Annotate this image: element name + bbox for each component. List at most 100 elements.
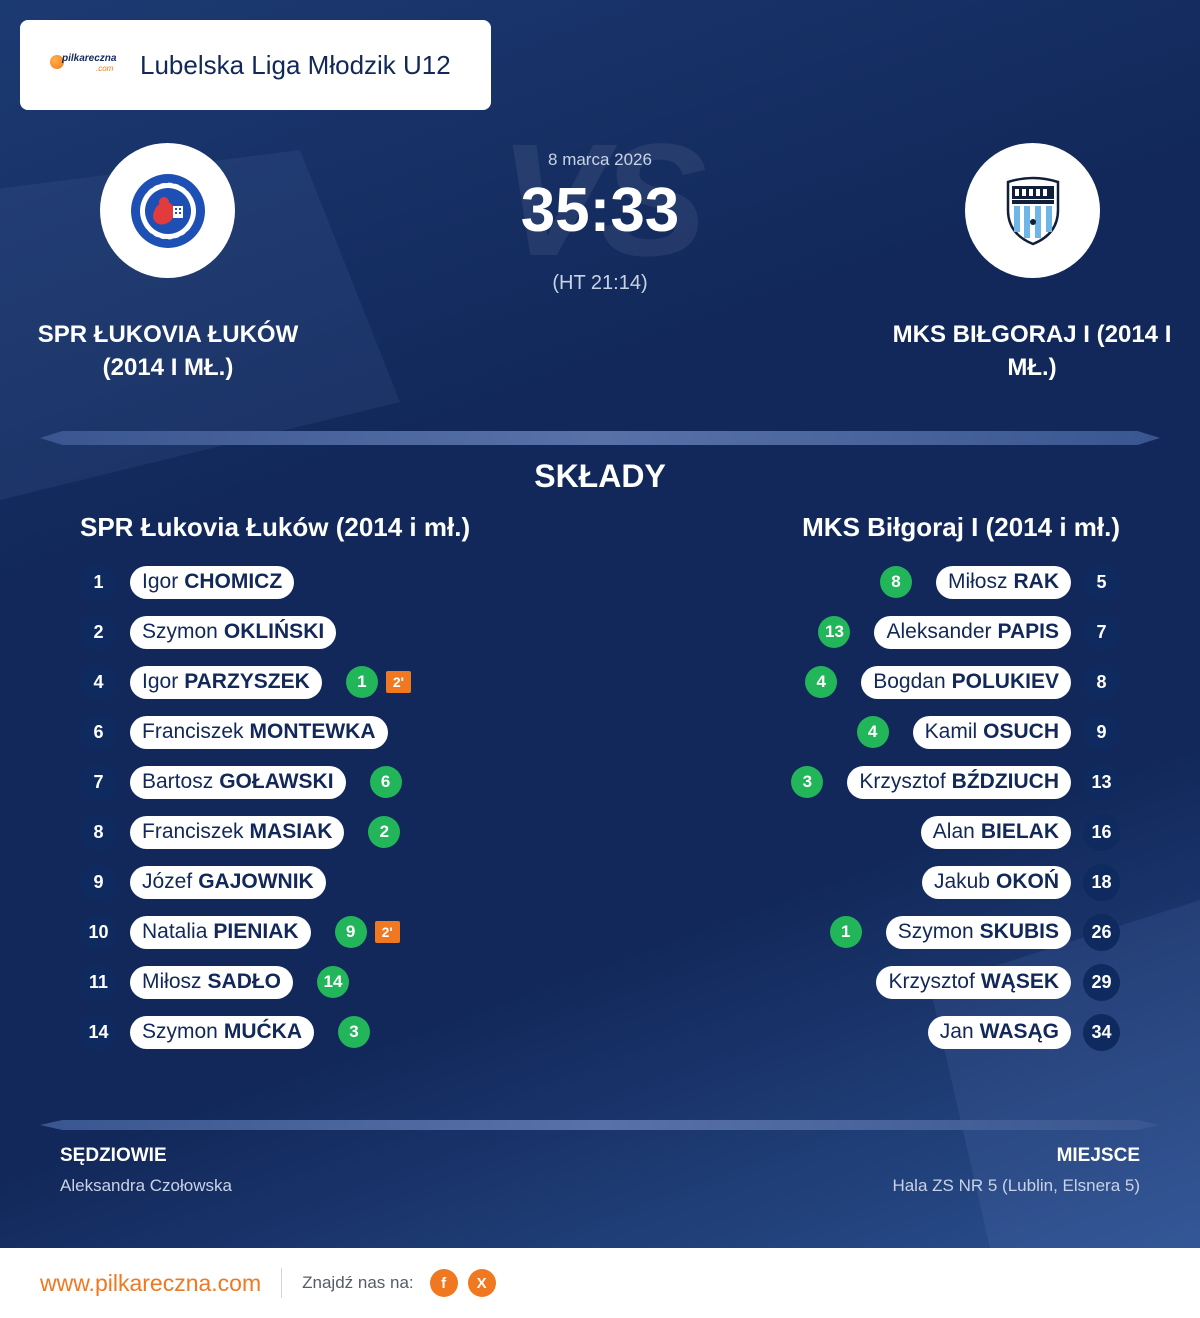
- goals-badge: 8: [879, 566, 912, 598]
- player-last-name: WĄSEK: [980, 970, 1059, 993]
- player-name[interactable]: Józef GAJOWNIK: [130, 865, 326, 899]
- player-first-name: Szymon: [142, 1020, 218, 1043]
- player-first-name: Bartosz: [142, 770, 214, 793]
- player-name[interactable]: Igor CHOMICZ: [130, 565, 295, 599]
- player-number: 9: [1083, 713, 1120, 751]
- goals-badge: 4: [856, 716, 889, 748]
- player-name[interactable]: Franciszek MONTEWKA: [130, 715, 388, 749]
- player-name[interactable]: Alan BIELAK: [920, 815, 1071, 849]
- player-number: 7: [80, 763, 117, 801]
- player-name[interactable]: Igor PARZYSZEK: [130, 665, 322, 699]
- player-name[interactable]: Jan WASĄG: [927, 1015, 1071, 1049]
- player-last-name: OKLIŃSKI: [223, 620, 325, 643]
- league-name: Lubelska Liga Młodzik U12: [140, 49, 451, 80]
- player-row: Jakub OKOŃ 18: [791, 857, 1120, 907]
- player-last-name: PIENIAK: [213, 920, 299, 943]
- player-last-name: POLUKIEV: [951, 670, 1059, 693]
- player-name[interactable]: Jakub OKOŃ: [921, 865, 1071, 899]
- player-name[interactable]: Franciszek MASIAK: [130, 815, 345, 849]
- player-number: 7: [1083, 613, 1120, 651]
- player-name[interactable]: Krzysztof BŹDZIUCH: [847, 765, 1071, 799]
- halftime-score: (HT 21:14): [552, 272, 648, 294]
- away-team-name: MKS BIŁGORAJ I (2014 I MŁ.): [892, 321, 1172, 381]
- player-last-name: CHOMICZ: [184, 570, 283, 593]
- player-row: 13 Aleksander PAPIS 7: [791, 607, 1120, 657]
- player-row: 1 Igor CHOMICZ: [80, 557, 411, 607]
- player-name[interactable]: Bartosz GOŁAWSKI: [130, 765, 346, 799]
- player-last-name: BIELAK: [980, 820, 1059, 843]
- player-name[interactable]: Natalia PIENIAK: [130, 915, 311, 949]
- player-last-name: MUĆKA: [223, 1020, 303, 1043]
- goals-badge: 4: [805, 666, 838, 698]
- player-name[interactable]: Szymon SKUBIS: [885, 915, 1071, 949]
- player-name[interactable]: Bogdan POLUKIEV: [861, 665, 1071, 699]
- match-card: VS pilkareczna .com Lubelska Liga Młodzi…: [0, 0, 1200, 1248]
- player-first-name: Franciszek: [142, 820, 244, 843]
- player-name[interactable]: Miłosz RAK: [935, 565, 1071, 599]
- x-twitter-icon[interactable]: X: [467, 1269, 496, 1297]
- player-name[interactable]: Aleksander PAPIS: [874, 615, 1071, 649]
- player-number: 34: [1083, 1013, 1120, 1051]
- player-last-name: GAJOWNIK: [198, 870, 314, 893]
- venue-value: Hala ZS NR 5 (Lublin, Elsnera 5): [892, 1176, 1140, 1195]
- match-date: 8 marca 2026: [548, 150, 652, 169]
- player-name[interactable]: Miłosz SADŁO: [130, 965, 294, 999]
- facebook-icon[interactable]: f: [429, 1269, 458, 1297]
- home-team-name: SPR ŁUKOVIA ŁUKÓW (2014 I MŁ.): [37, 321, 299, 381]
- referees-value: Aleksandra Czołowska: [60, 1176, 232, 1195]
- player-row: 3 Krzysztof BŹDZIUCH 13: [791, 757, 1120, 807]
- player-first-name: Józef: [142, 870, 193, 893]
- player-name[interactable]: Szymon MUĆKA: [130, 1015, 315, 1049]
- player-row: 8 Miłosz RAK 5: [791, 557, 1120, 607]
- brand-logo-text: pilkareczna: [62, 53, 117, 64]
- player-number: 16: [1083, 813, 1120, 851]
- find-us-label: Znajdź nas na:: [302, 1273, 414, 1292]
- player-number: 26: [1083, 913, 1120, 951]
- player-number: 8: [80, 813, 117, 851]
- player-last-name: PAPIS: [997, 620, 1059, 643]
- player-row: Alan BIELAK 16: [791, 807, 1120, 857]
- home-lineup-title: SPR Łukovia Łuków (2014 i mł.): [80, 512, 471, 542]
- section-title: SKŁADY: [534, 458, 666, 494]
- site-link[interactable]: www.pilkareczna.com: [40, 1269, 262, 1296]
- player-first-name: Kamil: [924, 720, 978, 743]
- player-row: 4 Bogdan POLUKIEV 8: [791, 657, 1120, 707]
- suspension-badge: 2': [374, 921, 400, 943]
- player-name[interactable]: Szymon OKLIŃSKI: [130, 615, 337, 649]
- referees-label: SĘDZIOWIE: [60, 1145, 167, 1166]
- ball-icon: [50, 55, 64, 69]
- goals-badge: 1: [345, 666, 378, 698]
- brand-logo-suffix: .com: [96, 64, 114, 73]
- goals-badge: 3: [791, 766, 824, 798]
- player-first-name: Jakub: [933, 870, 990, 893]
- mks-bilgoraj-crest-icon: [1006, 176, 1059, 245]
- player-last-name: WASĄG: [979, 1020, 1059, 1043]
- vs-watermark: VS: [499, 110, 706, 289]
- goals-badge: 6: [369, 766, 402, 798]
- player-row: 8 Franciszek MASIAK 2: [80, 807, 411, 857]
- player-last-name: GOŁAWSKI: [219, 770, 334, 793]
- player-row: 11 Miłosz SADŁO 14: [80, 957, 411, 1007]
- player-name[interactable]: Krzysztof WĄSEK: [876, 965, 1071, 999]
- player-first-name: Jan: [939, 1020, 974, 1043]
- away-team-logo: [965, 143, 1100, 278]
- player-name[interactable]: Kamil OSUCH: [912, 715, 1071, 749]
- player-row: 6 Franciszek MONTEWKA: [80, 707, 411, 757]
- player-number: 18: [1083, 863, 1120, 901]
- player-number: 9: [80, 863, 117, 901]
- goals-badge: 14: [317, 966, 350, 998]
- home-team-logo: [100, 143, 235, 278]
- player-number: 5: [1083, 563, 1120, 601]
- footer-separator: [281, 1268, 283, 1298]
- player-first-name: Miłosz: [142, 970, 202, 993]
- player-last-name: MASIAK: [249, 820, 333, 843]
- player-row: 7 Bartosz GOŁAWSKI 6: [80, 757, 411, 807]
- player-number: 11: [80, 963, 117, 1001]
- player-number: 10: [80, 913, 117, 951]
- brand-logo: pilkareczna .com: [50, 51, 122, 79]
- player-number: 4: [80, 663, 117, 701]
- suspension-badge: 2': [385, 671, 411, 693]
- player-row: 2 Szymon OKLIŃSKI: [80, 607, 411, 657]
- player-last-name: PARZYSZEK: [184, 670, 310, 693]
- player-row: 4 Kamil OSUCH 9: [791, 707, 1120, 757]
